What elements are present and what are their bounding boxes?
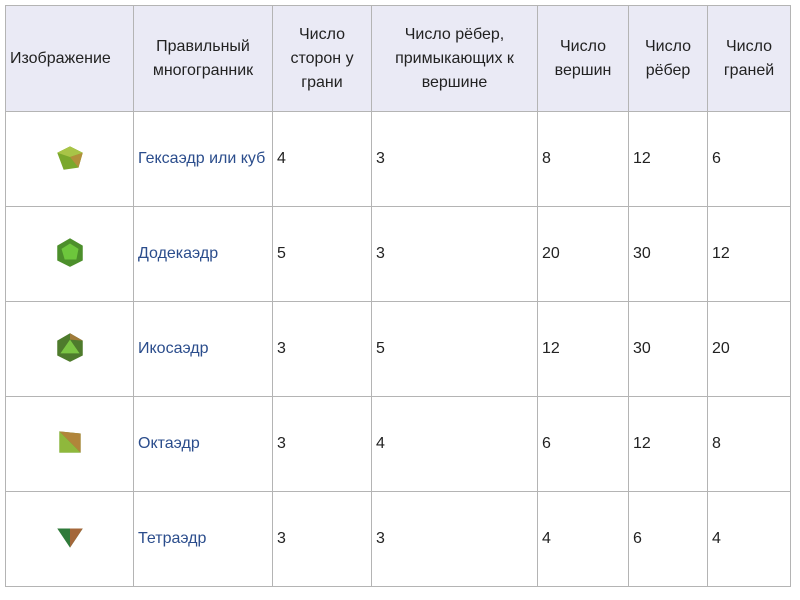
number-cell: 8 [707, 396, 791, 492]
polyhedron-icon [56, 145, 83, 170]
table-row: Гексаэдр или куб 4 3 8 12 6 [5, 111, 791, 207]
icon-face [69, 332, 83, 341]
number-cell: 4 [272, 111, 372, 207]
name-cell: Гексаэдр или куб [133, 111, 273, 207]
number-cell: 12 [707, 206, 791, 302]
number-cell: 4 [707, 491, 791, 587]
name-cell: Икосаэдр [133, 301, 273, 397]
polyhedron-link[interactable]: Додекаэдр [138, 245, 219, 262]
image-cell [5, 206, 134, 302]
number-cell: 5 [371, 301, 538, 397]
column-header: Правильный многогранник [133, 5, 273, 112]
polyhedron-icon [56, 237, 83, 267]
polyhedron-icon [56, 332, 83, 362]
image-cell [5, 301, 134, 397]
number-cell: 6 [707, 111, 791, 207]
polyhedra-table: Изображение Правильный многогранник Число … [5, 5, 791, 587]
image-cell [5, 491, 134, 587]
number-cell: 6 [628, 491, 708, 587]
number-cell: 3 [371, 491, 538, 587]
icon-face [56, 145, 83, 157]
name-cell: Тетраэдр [133, 491, 273, 587]
icon-face [69, 528, 83, 548]
polyhedron-link[interactable]: Гексаэдр или куб [138, 150, 266, 167]
icon-face [58, 430, 81, 453]
polyhedron-link[interactable]: Икосаэдр [138, 340, 209, 357]
number-cell: 3 [371, 206, 538, 302]
number-cell: 6 [537, 396, 629, 492]
number-cell: 12 [628, 111, 708, 207]
number-cell: 12 [628, 396, 708, 492]
number-cell: 3 [272, 301, 372, 397]
name-cell: Октаэдр [133, 396, 273, 492]
number-cell: 4 [537, 491, 629, 587]
number-cell: 20 [537, 206, 629, 302]
number-cell: 30 [628, 206, 708, 302]
table-body: Гексаэдр или куб 4 3 8 12 6 Додекаэдр 5 3 20 30 12 И… [5, 111, 791, 587]
image-cell [5, 396, 134, 492]
number-cell: 12 [537, 301, 629, 397]
polyhedron-icon [58, 430, 81, 453]
column-header: Изображение [5, 5, 134, 112]
polyhedron-link[interactable]: Октаэдр [138, 435, 200, 452]
icon-face [59, 339, 80, 353]
number-cell: 3 [371, 111, 538, 207]
table-row: Октаэдр 3 4 6 12 8 [5, 396, 791, 492]
number-cell: 5 [272, 206, 372, 302]
column-header: Число граней [707, 5, 791, 112]
number-cell: 30 [628, 301, 708, 397]
number-cell: 8 [537, 111, 629, 207]
number-cell: 3 [272, 491, 372, 587]
name-cell: Додекаэдр [133, 206, 273, 302]
number-cell: 20 [707, 301, 791, 397]
table-row: Икосаэдр 3 5 12 30 20 [5, 301, 791, 397]
icon-face [61, 243, 78, 259]
table-row: Тетраэдр 3 3 4 6 4 [5, 491, 791, 587]
column-header: Число рёбер [628, 5, 708, 112]
column-header: Число вершин [537, 5, 629, 112]
table-header: Изображение Правильный многогранник Число … [5, 5, 791, 112]
image-cell [5, 111, 134, 207]
table-row: Додекаэдр 5 3 20 30 12 [5, 206, 791, 302]
column-header: Число сторон у грани [272, 5, 372, 112]
number-cell: 3 [272, 396, 372, 492]
icon-face [69, 152, 83, 168]
polyhedron-icon [56, 528, 83, 548]
column-header: Число рёбер, примыкающих к вершине [371, 5, 538, 112]
header-row: Изображение Правильный многогранник Число … [5, 5, 791, 112]
number-cell: 4 [371, 396, 538, 492]
polyhedron-link[interactable]: Тетраэдр [138, 530, 207, 547]
